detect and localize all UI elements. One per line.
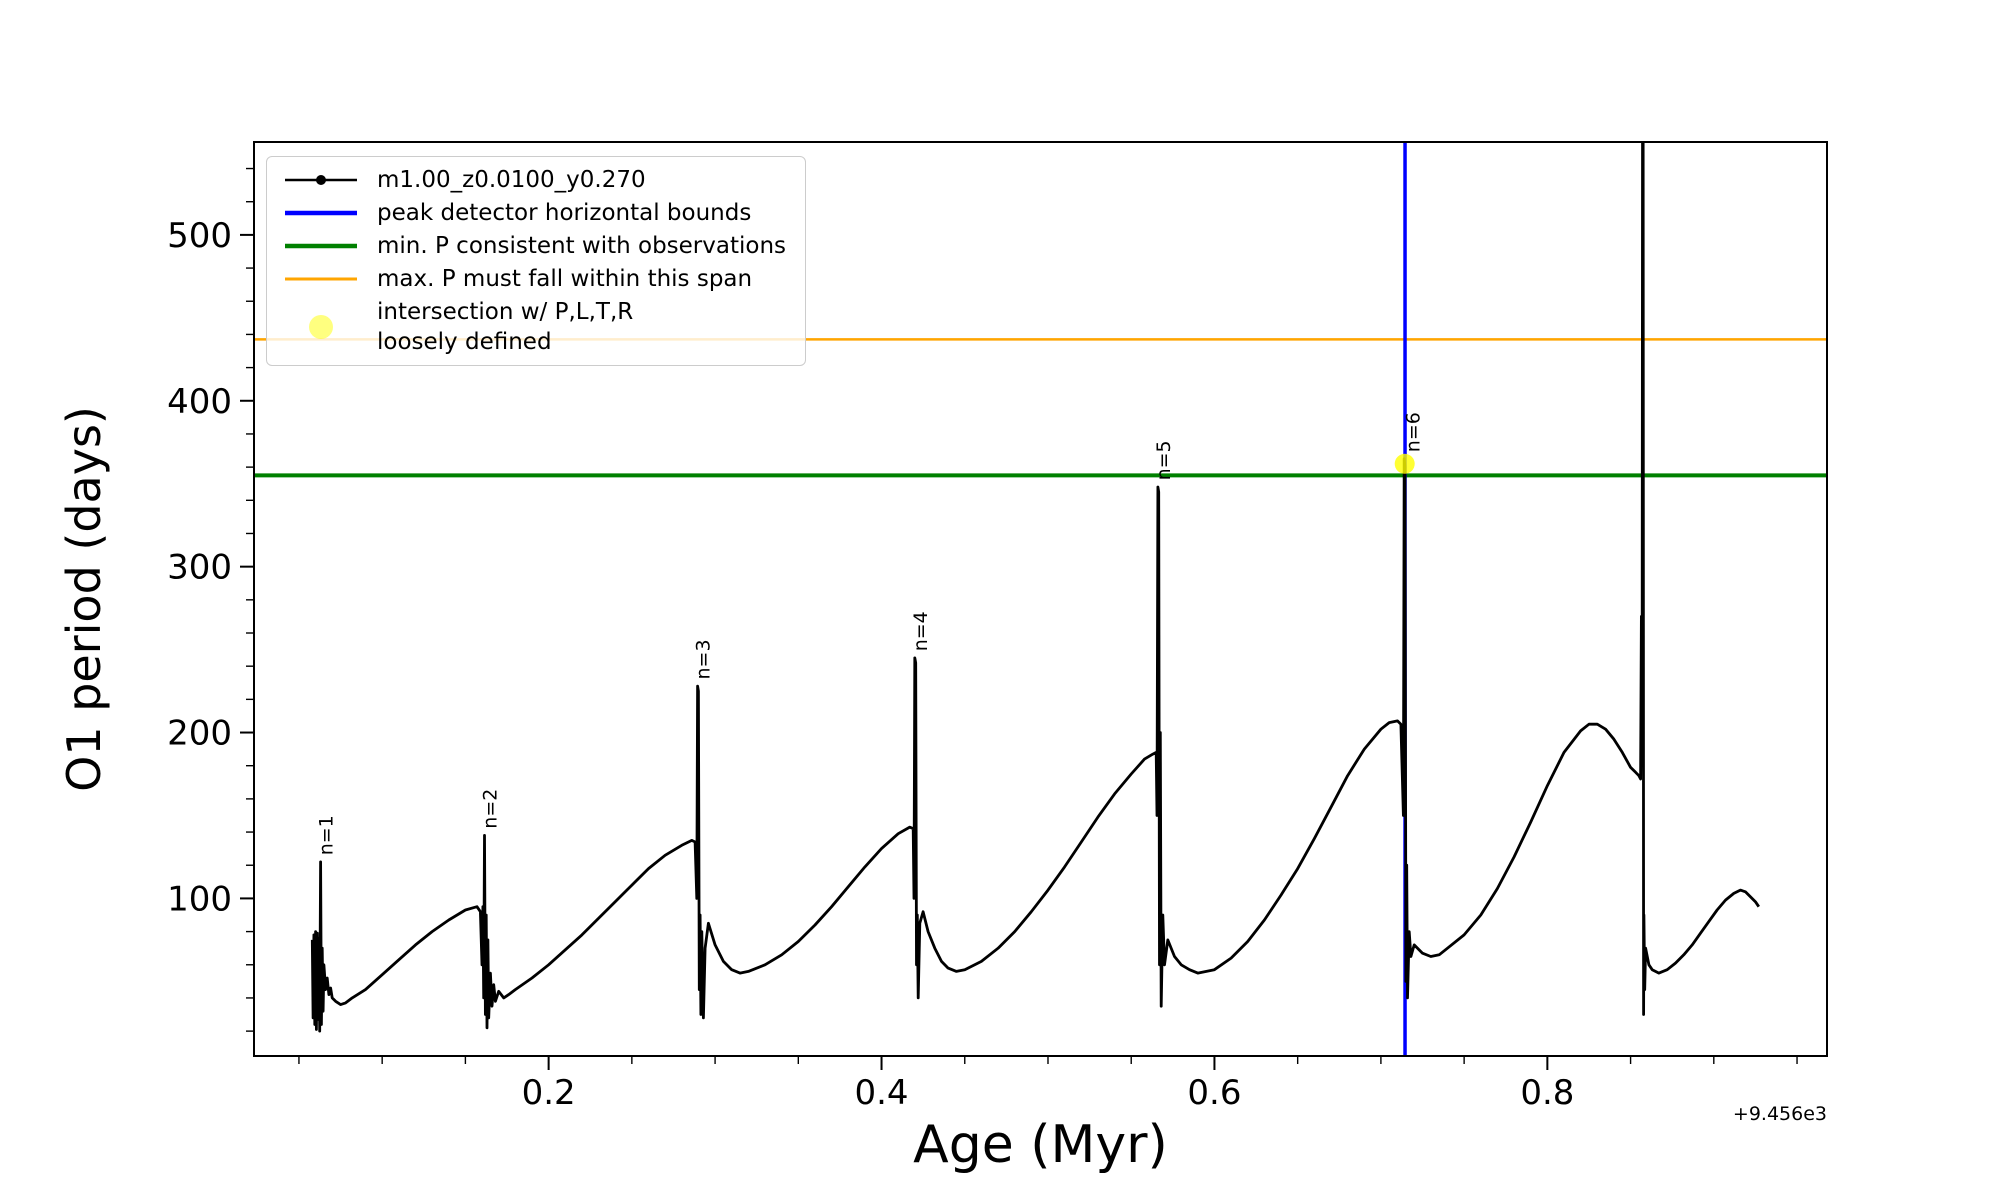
x-tick-label: 0.2 [522,1073,576,1113]
legend-series-dot-icon [316,175,326,185]
legend-peak-bounds-sample [283,200,359,226]
peak-label-n=3: n=3 [693,639,715,679]
peak-label-n=5: n=5 [1153,440,1175,480]
y-tick-label: 500 [167,216,232,256]
data-series-line [310,142,1760,1033]
peak-label-n=4: n=4 [910,611,932,651]
peak-label-n=6: n=6 [1403,412,1425,452]
legend-label-intersection-line2: loosely defined [377,329,552,355]
x-tick-label: 0.6 [1187,1073,1241,1113]
x-tick-label: 0.4 [854,1073,908,1113]
legend-entry-min-p: min. P consistent with observations [283,231,789,261]
y-tick-label: 300 [167,548,232,588]
peak-label-n=1: n=1 [316,815,338,855]
legend-max-p-sample [283,266,359,292]
x-tick-label: 0.8 [1520,1073,1574,1113]
legend-yellow-marker-icon [309,315,333,339]
axes-frame [253,141,1828,1057]
legend-intersection-sample [283,299,359,355]
y-tick-label: 100 [167,879,232,919]
intersection-marker [1394,453,1415,474]
legend-entry-intersection: intersection w/ P,L,T,R loosely defined [283,297,789,357]
x-axis-offset-label: +9.456e3 [1733,1103,1827,1125]
legend: m1.00_z0.0100_y0.270 peak detector horiz… [266,156,806,366]
legend-entry-series: m1.00_z0.0100_y0.270 [283,165,789,195]
y-tick-label: 200 [167,714,232,754]
legend-series-sample [283,167,359,193]
x-axis-label: Age (Myr) [913,1115,1168,1175]
peak-label-n=2: n=2 [480,789,502,829]
legend-label-intersection-line1: intersection w/ P,L,T,R [377,299,634,325]
legend-min-p-sample [283,233,359,259]
legend-label-series: m1.00_z0.0100_y0.270 [377,167,646,193]
axis-ticks: 0.2 0.4 0.6 0.8 100 200 300 400 500 [167,167,1798,1113]
y-axis-label: O1 period (days) [57,406,111,792]
legend-label-min-p: min. P consistent with observations [377,233,787,259]
legend-entry-peak-bounds: peak detector horizontal bounds [283,198,789,228]
legend-label-max-p: max. P must fall within this span [377,266,753,292]
legend-label-intersection: intersection w/ P,L,T,R loosely defined [377,297,633,357]
plot-area: n=1 n=2 n=3 n=4 n=5 n=6 [254,142,1827,1056]
y-tick-label: 400 [167,382,232,422]
legend-entry-max-p: max. P must fall within this span [283,264,789,294]
legend-label-peak-bounds: peak detector horizontal bounds [377,200,752,226]
